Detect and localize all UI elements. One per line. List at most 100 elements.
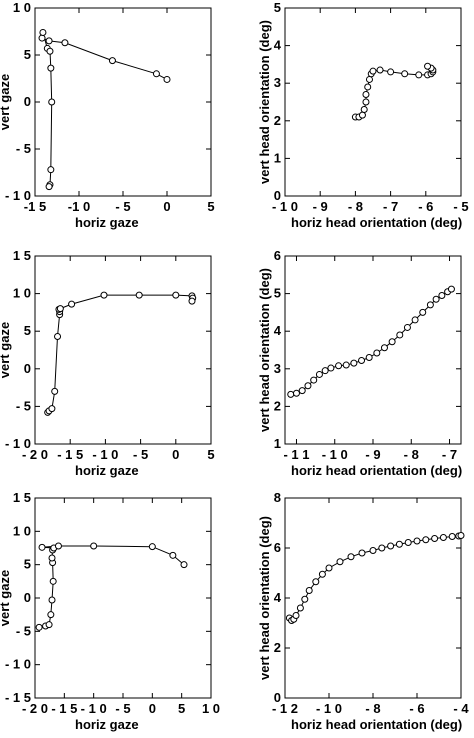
y-tick-label: 5 (24, 47, 31, 62)
y-tick-label: - 5 (16, 623, 31, 638)
data-point (358, 357, 366, 365)
data-point (431, 535, 439, 542)
x-tick-label: 5 (178, 701, 185, 716)
y-tick-label: - 1 5 (5, 690, 31, 705)
x-tick-label: - 1 0 (316, 701, 342, 716)
x-tick-label: - 5 (133, 447, 148, 462)
data-point (48, 596, 56, 604)
y-tick-label: 2 (274, 398, 281, 413)
data-point (336, 558, 344, 566)
data-point (287, 390, 295, 398)
data-point (45, 183, 53, 191)
data-point (387, 542, 395, 550)
data-point (148, 543, 156, 551)
data-point (47, 166, 55, 174)
data-point (347, 553, 355, 561)
y-tick-label: 0 (274, 188, 281, 203)
data-point (54, 332, 62, 340)
x-tick-label: - 4 (453, 701, 469, 716)
y-tick-label: 1 (274, 436, 281, 451)
y-tick-label: 0 (24, 361, 31, 376)
y-tick-label: 0 (274, 690, 281, 705)
data-point (312, 578, 320, 586)
x-axis-title: horiz gaze (75, 463, 139, 478)
x-tick-label: 5 (207, 447, 214, 462)
data-point (438, 291, 446, 299)
data-point (362, 98, 370, 106)
y-tick-label: 5 (274, 0, 281, 15)
data-point (426, 301, 434, 309)
y-tick-label: 3 (274, 75, 281, 90)
chart-panel-4: - 1 1 - 1 0 - 9 - 8 - 7 1 2 3 4 5 6 horiz head orie… (257, 248, 462, 478)
y-tick-label: 5 (24, 557, 31, 572)
data-point (424, 62, 432, 70)
data-point (35, 623, 43, 631)
x-tick-label: - 7 (383, 199, 398, 214)
y-tick-label: - 5 (16, 398, 31, 413)
x-tick-label: - 1 0 (81, 701, 107, 716)
y-axis-title: vert gaze (0, 74, 12, 130)
x-tick-label: 0 (172, 447, 179, 462)
data-point (135, 291, 143, 299)
x-tick-label: - 6 (409, 701, 424, 716)
data-point (54, 542, 62, 550)
data-point (172, 291, 180, 299)
data-point (327, 364, 335, 372)
data-point (365, 75, 373, 83)
plot-frame (284, 7, 462, 197)
y-tick-label: 2 (274, 640, 281, 655)
data-point (152, 70, 160, 78)
data-point (415, 71, 423, 79)
data-point (315, 370, 323, 378)
data-point (422, 536, 430, 544)
data-point (373, 349, 381, 357)
data-point (358, 549, 366, 557)
y-tick-label: 1 0 (13, 0, 31, 15)
y-tick-label: 1 5 (13, 248, 31, 263)
data-point (447, 285, 455, 293)
x-tick-label: - 7 (442, 447, 457, 462)
data-point (45, 621, 53, 629)
data-point (38, 543, 46, 551)
data-point (396, 331, 404, 339)
y-tick-label: 4 (274, 38, 282, 53)
data-point (90, 542, 98, 550)
x-tick-label: - 5 (453, 199, 468, 214)
data-point (365, 354, 373, 362)
y-axis-title: vert gaze (0, 322, 12, 378)
series-line (41, 32, 168, 187)
data-point (448, 533, 456, 540)
data-point (292, 389, 300, 397)
data-point (404, 539, 412, 546)
x-tick-label: 0 (149, 701, 156, 716)
data-point (47, 64, 55, 72)
plot-frame (34, 7, 212, 197)
x-tick-label: - 1 2 (272, 701, 298, 716)
data-point (61, 39, 69, 47)
x-tick-label: - 1 5 (51, 701, 77, 716)
x-axis-title: horiz head orientation (deg) (291, 463, 462, 478)
data-point (350, 359, 358, 367)
x-tick-label: - 1 1 (283, 447, 309, 462)
data-point (318, 570, 326, 578)
data-point (325, 564, 333, 572)
data-point (413, 537, 421, 545)
x-axis-title: horiz head orientation (deg) (291, 717, 462, 732)
plot-frame (284, 497, 462, 699)
data-point (45, 37, 53, 45)
y-tick-label: 1 0 (13, 286, 31, 301)
data-point (305, 587, 313, 594)
data-point (364, 83, 372, 91)
plot-frame (284, 255, 462, 445)
data-point (388, 338, 396, 346)
y-tick-label: 0 (24, 94, 31, 109)
y-axis-title: vert head orientation (deg) (257, 20, 272, 184)
y-tick-label: 5 (24, 323, 31, 338)
data-point (38, 34, 46, 42)
x-tick-label: - 8 (348, 199, 363, 214)
chart-panel-1: -1 5 -1 0 - 5 0 5 - 1 0 - 5 0 5 1 0 horiz gaze vert… (0, 0, 215, 230)
x-tick-label: - 5 (115, 199, 130, 214)
x-axis-title: horiz head orientation (deg) (291, 215, 462, 230)
data-point (342, 361, 350, 369)
